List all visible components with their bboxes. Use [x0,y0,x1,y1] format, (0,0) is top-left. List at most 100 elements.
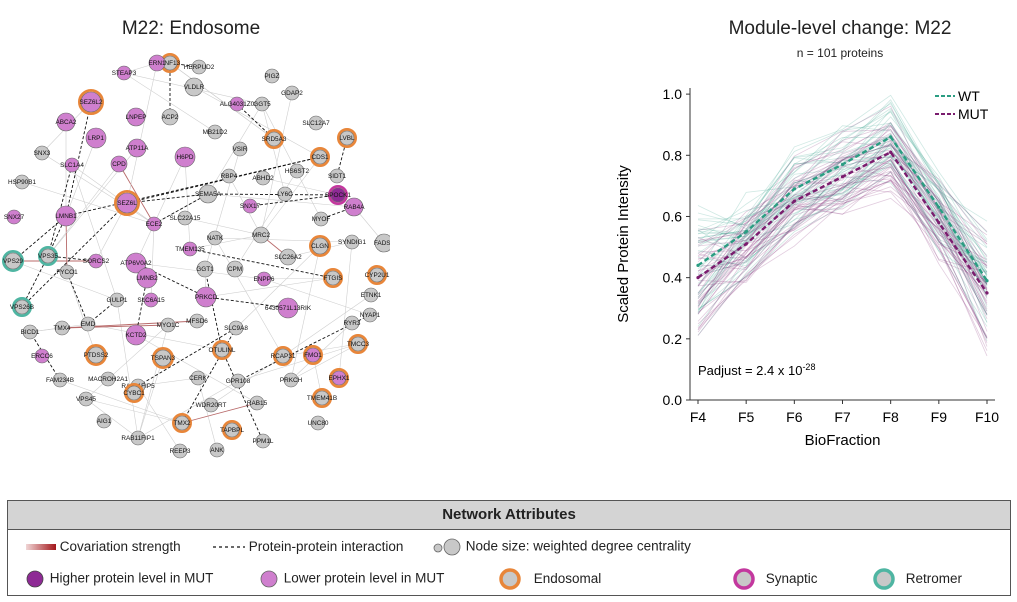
covariation-edge [150,223,155,301]
node-circle [311,237,329,255]
legend-lower: Lower protein level in MUT [260,570,444,588]
node-circle [209,442,225,458]
legend-label: MUT [958,106,989,122]
node-label: GGT5 [253,101,271,108]
protein-line [697,125,988,260]
network-node: TMEM135 [175,241,205,257]
node-label: LNPEP [126,114,147,121]
network-node: SYNDIG1 [338,234,366,250]
node-label: ABHD2 [252,175,274,182]
node-label: SEZ6L [117,200,137,207]
covariation-edge [61,324,169,329]
node-circle [264,68,280,84]
network-node: SPOCK1 [325,184,351,205]
network-node: OTULINL [209,339,236,360]
node-label: ATP11A [126,145,150,152]
node-label: PRKCH [280,377,303,384]
node-size-icon [433,538,461,556]
ppi-edge [189,248,334,279]
node-circle [14,174,30,190]
protein-line [697,133,988,273]
network-node: SLC6A15 [137,292,165,308]
ppi-edge [221,349,264,442]
node-circle [85,127,107,149]
retromer-ring [11,296,33,317]
network-node: MYOF [312,211,330,227]
covariation-edge [135,334,258,404]
y-tick-label: 0.6 [663,208,683,224]
protein-line [697,160,988,336]
node-circle [362,307,378,323]
node-label: CERK [189,375,207,382]
node-label: SLC22A15 [170,215,201,222]
network-node: UNC80 [308,415,329,431]
protein-trajectories [697,94,988,357]
protein-line [697,111,988,312]
covariation-edge [207,193,355,208]
ppi-edge [205,296,289,309]
y-tick-label: 0.0 [663,392,683,408]
node-circle [196,260,214,278]
dashed-line-icon [213,546,245,549]
node-label: RCAP31 [271,353,296,360]
node-label: HERPUD2 [184,64,215,71]
node-circle [125,252,147,274]
network-node: SLC22A15 [170,210,201,226]
network-node: LMNB1 [55,205,77,227]
protein-line [697,166,988,295]
network-node: TSPAN3 [151,346,176,369]
node-label: TSPAN3 [151,355,176,362]
network-node: STEAP3 [112,65,137,81]
protein-line [697,142,988,305]
node-circle [214,342,230,358]
node-label: TMCC3 [347,341,369,348]
ppi-edge [153,193,209,225]
node-label: CYBC1 [123,390,145,397]
node-label: HS6ST2 [285,168,310,175]
legend-synaptic: Synaptic [732,567,818,591]
node-label: LVBL [339,135,355,142]
network-node: NYAP1 [360,307,381,323]
node-label: ECE2 [146,221,163,228]
legend-retromer: Retromer [872,567,962,591]
node-circle [226,260,244,278]
node-circle [350,336,366,352]
covariation-edge [135,156,186,264]
ppi-edge [126,193,209,204]
protein-line [697,122,988,304]
network-node: LNPEP [126,107,147,127]
endosomal-ring [322,267,343,288]
node-circle [224,422,240,438]
network-node: TMCC3 [347,333,369,354]
network-node: ERN1 [148,54,166,72]
x-tick-label: F4 [690,409,707,425]
node-label: LMNB2 [136,275,158,282]
network-node: PRKCH [280,372,303,388]
node-circle [256,271,272,287]
legend-node-size: Node size: weighted degree centrality [432,538,691,556]
endosomal-ring [171,412,192,433]
network-node: MRC2 [252,226,270,244]
node-label: GDAP2 [281,90,303,97]
node-label: SLC12A7 [302,120,330,127]
network-node: CPD [110,155,128,173]
node-label: FMO1 [304,352,322,359]
network-node: BICD1 [21,324,40,340]
node-circle [310,415,326,431]
endosomal-ring [308,234,331,257]
y-tick-label: 0.4 [663,270,683,286]
node-label: RAB4A [344,204,366,211]
network-node: MB21D2 [203,124,228,140]
network-node: CYBC1 [123,382,145,403]
legend-retromer-label: Retromer [905,570,963,586]
network-node: GDAP2 [281,85,303,101]
protein-line [697,150,988,315]
node-label: VSIR [233,146,248,153]
node-label: SNX17 [240,203,261,210]
node-circle [283,372,299,388]
ppi-edge [66,271,89,325]
node-circle [313,211,329,227]
node-label: GGT1 [196,266,214,273]
node-label: ACP2 [162,114,179,121]
node-circle [148,54,166,72]
